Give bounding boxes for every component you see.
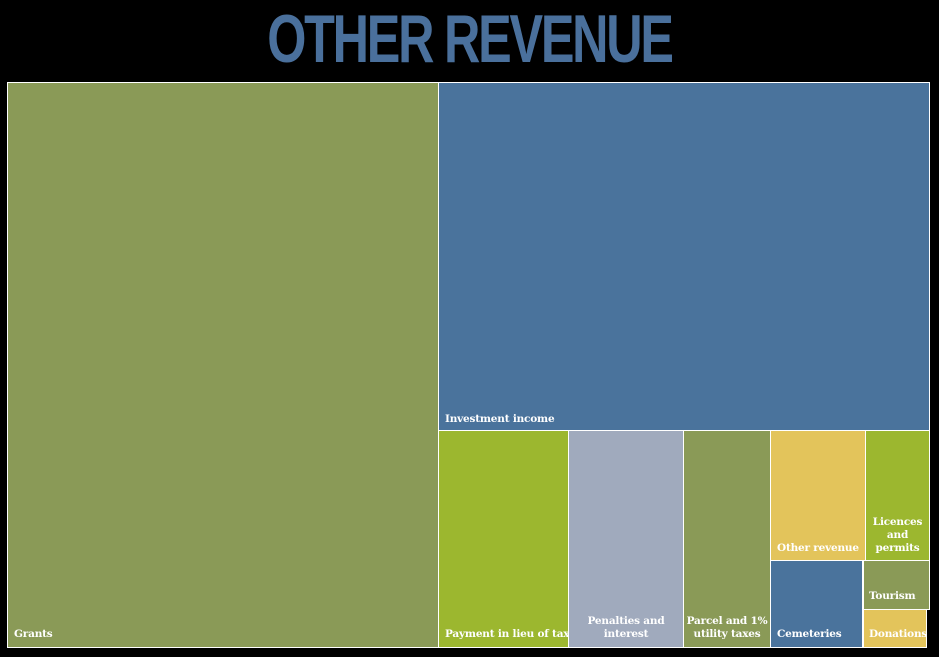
treemap-tile: Parcel and 1% utility taxes	[683, 430, 771, 648]
treemap-tile: Tourism	[863, 560, 930, 610]
treemap-tile-label: Payment in lieu of taxes	[445, 628, 582, 640]
chart-title: OTHER REVENUE	[267, 1, 674, 77]
treemap-tile-label: Tourism	[869, 590, 916, 602]
treemap-tile: Donations	[863, 609, 927, 648]
treemap-tile-label: Grants	[14, 628, 53, 640]
treemap-tile: Cemeteries	[770, 560, 863, 648]
treemap-tile-label: Licences and permits	[872, 516, 923, 554]
treemap-tile-label: Investment income	[445, 413, 555, 425]
treemap-tile: Licences and permits	[865, 430, 930, 561]
treemap-tile: Grants	[7, 82, 439, 648]
treemap-tile-label: Donations	[869, 628, 928, 640]
treemap-tile-label: Other revenue	[777, 542, 859, 554]
treemap-tile: Other revenue	[770, 430, 866, 561]
treemap-tile: Investment income	[438, 82, 930, 431]
treemap-tile: Penalties and interest	[568, 430, 684, 648]
treemap-tile: Payment in lieu of taxes	[438, 430, 582, 648]
treemap-tile-label: Penalties and interest	[587, 615, 665, 640]
treemap-tile-label: Cemeteries	[777, 628, 842, 640]
treemap-tile-label: Parcel and 1% utility taxes	[686, 615, 768, 640]
